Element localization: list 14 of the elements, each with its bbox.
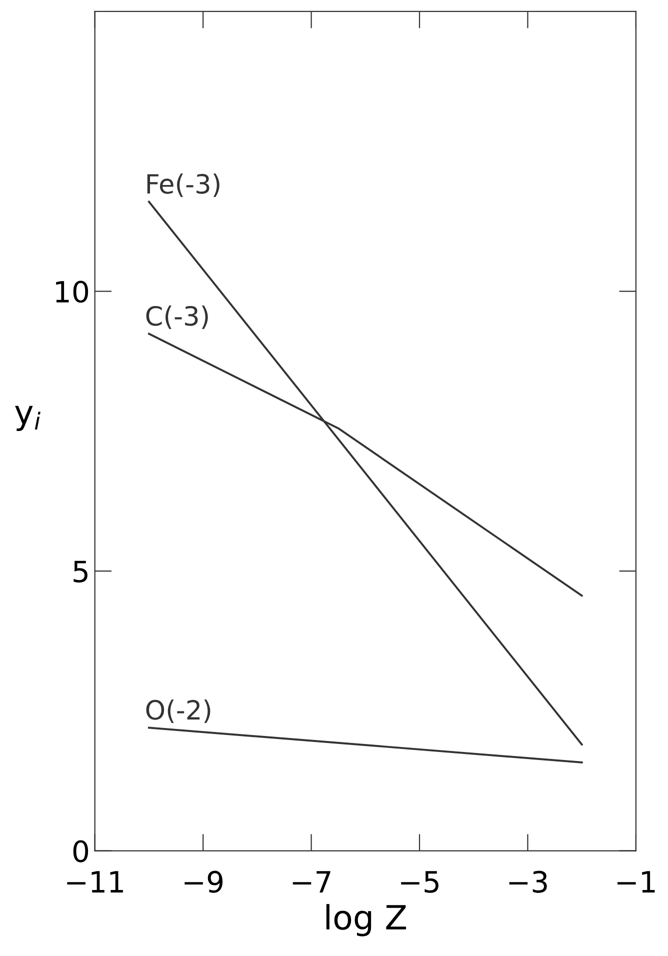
y-tick-label: 0 bbox=[73, 840, 88, 862]
x-tick-label: −1 bbox=[618, 871, 655, 892]
series-label: O(-2) bbox=[146, 699, 210, 723]
y-tick-label: 5 bbox=[74, 560, 88, 583]
y-axis-title: y$_{i}$ bbox=[15, 406, 40, 431]
y-tick-label: 10 bbox=[56, 280, 88, 303]
series-label: Fe(-3) bbox=[147, 173, 220, 197]
series-label: C(-3) bbox=[146, 306, 208, 330]
x-tick-label: −9 bbox=[184, 870, 223, 893]
x-tick-label: −11 bbox=[67, 871, 123, 892]
x-tick-label: −7 bbox=[292, 871, 330, 892]
x-tick-label: −3 bbox=[509, 870, 547, 893]
x-tick-label: −5 bbox=[401, 871, 438, 893]
x-axis-title: log Z bbox=[326, 904, 406, 936]
